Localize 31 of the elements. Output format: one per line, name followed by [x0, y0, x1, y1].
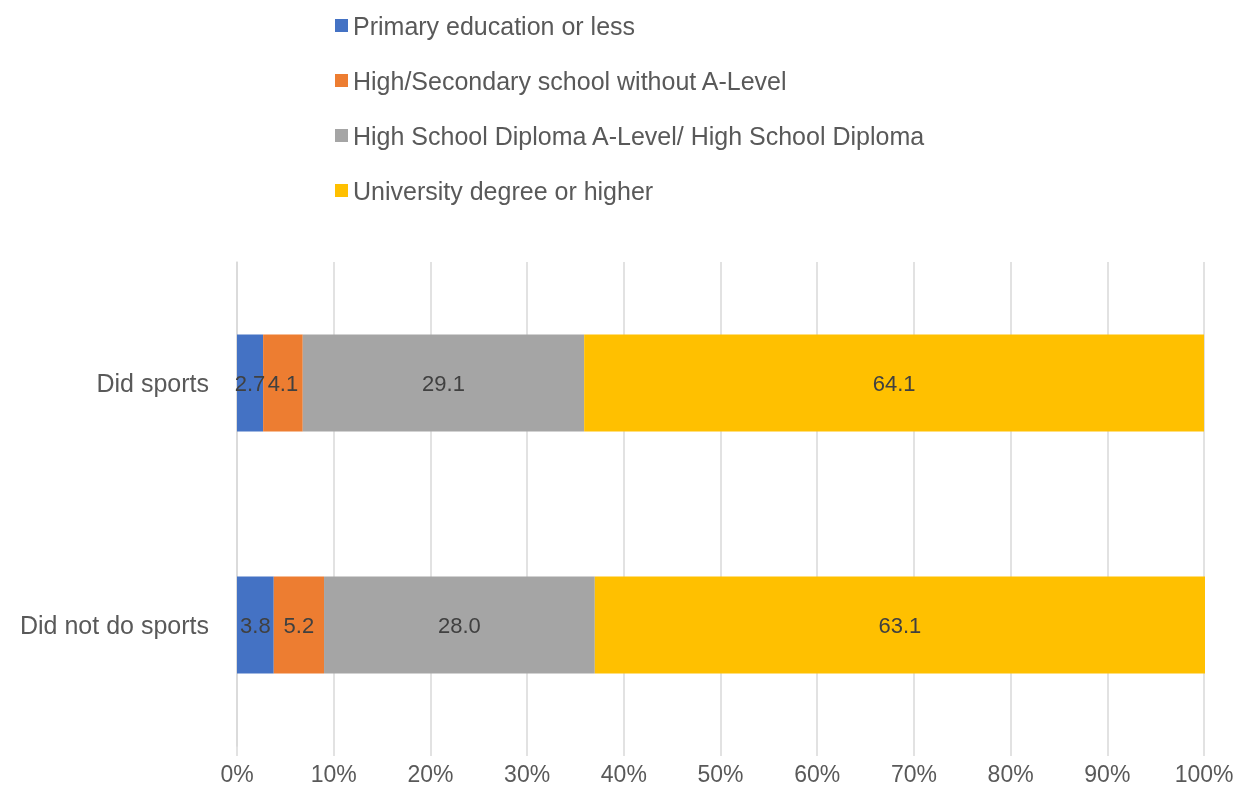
y-tick-label: Did not do sports	[20, 611, 209, 639]
legend-label: High School Diploma A-Level/ High School Diploma	[353, 121, 925, 150]
bar	[237, 576, 274, 674]
data-label: 28.0	[438, 612, 481, 638]
x-tick-label: 30%	[504, 760, 551, 787]
data-label: 3.8	[240, 612, 271, 638]
bar	[584, 334, 1205, 432]
data-label: 5.2	[283, 612, 315, 638]
bar	[324, 576, 595, 674]
x-tick-label: 10%	[310, 760, 357, 787]
x-tick-label: 80%	[987, 760, 1034, 787]
x-tick-label: 100%	[1174, 760, 1234, 787]
bar	[302, 334, 585, 432]
legend-label: University degree or higher	[353, 176, 654, 205]
bar	[273, 576, 325, 674]
x-tick-label: 70%	[890, 760, 937, 787]
x-tick-label: 0%	[220, 760, 254, 787]
bar	[263, 334, 303, 432]
legend-label: High/Secondary school without A-Level	[353, 66, 787, 95]
data-label: 4.1	[267, 370, 299, 396]
legend-label: Primary education or less	[353, 11, 636, 40]
y-tick-label: Did sports	[96, 369, 209, 397]
data-label: 64.1	[872, 370, 916, 396]
data-label: 63.1	[878, 612, 922, 638]
x-tick-label: 60%	[794, 760, 841, 787]
bar	[594, 576, 1205, 674]
x-tick-label: 50%	[697, 760, 744, 787]
x-tick-label: 90%	[1084, 760, 1131, 787]
x-tick-label: 40%	[600, 760, 647, 787]
data-label: 29.1	[422, 370, 465, 396]
x-tick-label: 20%	[407, 760, 454, 787]
